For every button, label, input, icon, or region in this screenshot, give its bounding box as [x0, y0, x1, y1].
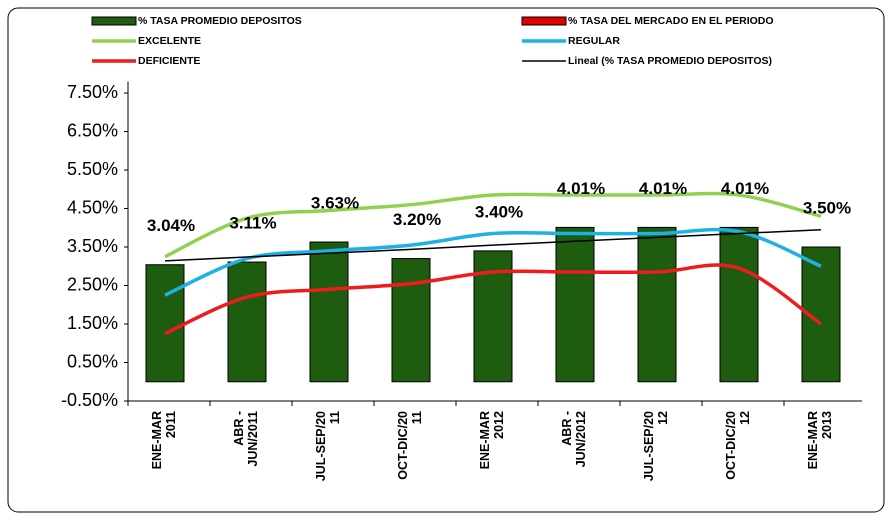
- bar: [719, 226, 759, 383]
- x-tick-label: ABR -JUN/2012: [560, 411, 588, 467]
- legend-label: % TASA PROMEDIO DEPOSITOS: [138, 15, 302, 27]
- line: [164, 227, 822, 297]
- data-label: 3.50%: [803, 199, 851, 218]
- bar: [227, 261, 267, 383]
- y-tick-label: 6.50%: [67, 120, 118, 140]
- legend-label: DEFICIENTE: [138, 55, 200, 67]
- legend-label: EXCELENTE: [138, 35, 201, 47]
- data-label: 4.01%: [721, 179, 769, 198]
- bar: [309, 241, 349, 383]
- legend-swatch: [91, 16, 137, 26]
- line: [164, 263, 822, 336]
- bar: [391, 258, 431, 383]
- legend-label: Lineal (% TASA PROMEDIO DEPOSITOS): [568, 55, 772, 67]
- x-tick-label: ENE-MAR2013: [806, 411, 834, 469]
- x-tick-label: ENE-MAR2011: [150, 411, 178, 469]
- bar: [555, 226, 595, 383]
- x-tick-label: ABR -JUN/2011: [232, 411, 260, 467]
- data-label: 4.01%: [557, 179, 605, 198]
- legend-label: REGULAR: [568, 35, 620, 47]
- y-tick-label: 7.50%: [67, 82, 118, 102]
- bar: [145, 264, 185, 383]
- y-tick-label: 5.50%: [67, 159, 118, 179]
- chart-frame: [7, 7, 885, 513]
- data-label: 3.11%: [229, 214, 276, 233]
- legend-swatch: [521, 16, 567, 26]
- x-tick-label: OCT-DIC/2012: [724, 411, 752, 480]
- line: [164, 228, 822, 262]
- x-tick-label: OCT-DIC/2011: [396, 411, 424, 480]
- data-label: 4.01%: [639, 179, 687, 198]
- y-tick-label: 4.50%: [67, 197, 118, 217]
- y-tick-label: -0.50%: [61, 390, 118, 410]
- y-tick-label: 3.50%: [67, 236, 118, 256]
- x-tick-label: JUL-SEP/2011: [314, 411, 342, 481]
- data-label: 3.20%: [393, 210, 441, 229]
- y-tick-label: 0.50%: [67, 351, 118, 371]
- line: [164, 191, 822, 259]
- data-label: 3.63%: [311, 194, 359, 213]
- legend-label: % TASA DEL MERCADO EN EL PERIODO: [568, 15, 774, 27]
- data-label: 3.04%: [147, 216, 195, 235]
- y-tick-label: 2.50%: [67, 274, 118, 294]
- data-label: 3.40%: [475, 202, 523, 221]
- x-tick-label: ENE-MAR2012: [478, 411, 506, 469]
- y-tick-label: 1.50%: [67, 313, 118, 333]
- bar: [637, 226, 677, 383]
- x-tick-label: JUL-SEP/2012: [642, 411, 670, 481]
